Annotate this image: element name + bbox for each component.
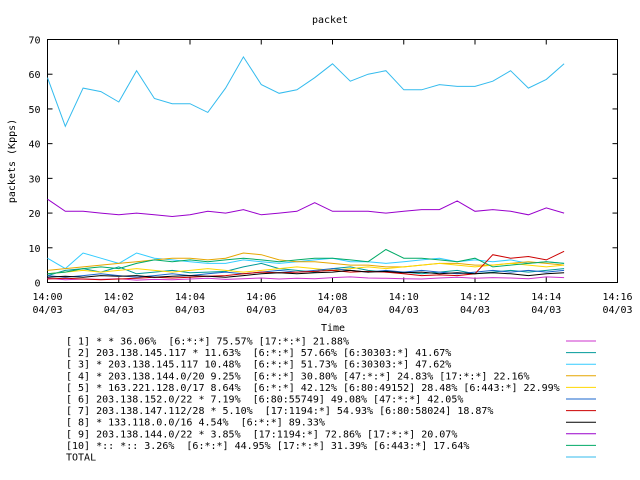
x-tick-label-time: 14:02 [104,292,134,303]
series-line-10 [47,248,565,275]
legend-entry-label: [10] *:: *:: 3.26% [6:*:*] 44.95% [17:*:… [66,441,469,452]
series-line-8 [47,269,565,278]
y-tick-label: 60 [28,70,40,81]
legend-entry-label: [ 5] * 163.221.128.0/17 8.64% [6:*:*] 42… [66,383,560,394]
chart-title: packet [312,15,348,26]
x-tick-label-time: 14:06 [246,292,276,303]
x-axis-ticks: 14:00 04/03 14:02 04/03 14:04 04/03 14:06 04/03… [32,39,633,316]
y-tick-label: 70 [28,36,40,47]
legend-entry-label: [ 3] * 203.138.145.117 10.48% [6:*:*] 51… [66,360,451,371]
x-tick-label-date: 04/03 [104,305,134,316]
legend: [ 1] * * 36.06% [6:*:*] 75.57% [17:*:*] … [66,337,596,464]
series-line-7 [47,250,565,281]
legend-entry-label: [ 8] * 133.118.0.0/16 4.54% [6:*:*] 89.3… [66,418,325,429]
y-tick-label: 40 [28,140,40,151]
legend-entry-label: [ 7] 203.138.147.112/28 * 5.10% [17:1194… [66,406,493,417]
x-tick-label-date: 04/03 [246,305,276,316]
y-tick-label: 50 [28,105,40,116]
series-line-1 [47,276,565,281]
legend-entry-label: [ 2] 203.138.145.117 * 11.63% [6:*:*] 57… [66,348,451,359]
x-tick-label-time: 14:00 [32,292,62,303]
legend-entry-label: TOTAL [66,453,96,464]
y-tick-label: 20 [28,209,40,220]
x-tick-label-date: 04/03 [175,305,205,316]
x-tick-label-date: 04/03 [32,305,62,316]
y-tick-label: 0 [34,279,40,290]
x-tick-label-date: 04/03 [317,305,347,316]
x-tick-label-date: 04/03 [531,305,561,316]
y-axis-label: packets (Kpps) [7,119,18,203]
x-tick-label-time: 14:04 [175,292,205,303]
x-tick-label-time: 14:10 [389,292,419,303]
x-axis-label: Time [321,323,345,334]
y-tick-label: 10 [28,244,40,255]
x-tick-label-time: 14:16 [602,292,632,303]
series-line-11 [47,55,565,128]
x-tick-label-time: 14:12 [460,292,490,303]
series-line-9 [47,198,565,218]
legend-entry-label: [ 4] * 203.138.144.0/20 9.25% [6:*:*] 30… [66,371,530,382]
x-tick-label-time: 14:14 [531,292,561,303]
legend-entry-label: [ 6] 203.138.152.0/22 * 7.19% [6:80:5574… [66,395,463,406]
legend-entry-label: [ 9] 203.138.144.0/22 * 3.85% [17:1194:*… [66,429,457,440]
x-tick-label-time: 14:08 [317,292,347,303]
x-tick-label-date: 04/03 [460,305,490,316]
y-axis-ticks: 0 10 20 30 40 50 60 70 [28,36,618,290]
x-tick-label-date: 04/03 [602,305,632,316]
series-line-5 [47,262,565,275]
legend-entry-label: [ 1] * * 36.06% [6:*:*] 75.57% [17:*:*] … [66,337,349,348]
plot-frame [47,39,618,283]
series-line-4 [47,252,565,271]
series-lines [47,55,565,281]
y-tick-label: 30 [28,174,40,185]
x-tick-label-date: 04/03 [389,305,419,316]
